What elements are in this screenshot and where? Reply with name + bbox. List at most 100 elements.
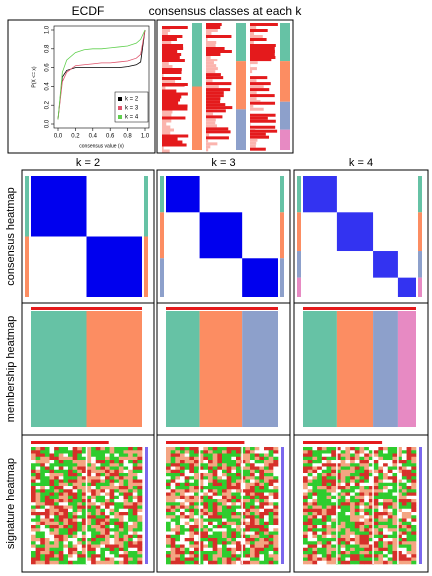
sig-cell: [40, 518, 46, 523]
sig-cell: [208, 482, 213, 487]
sig-cell: [40, 505, 46, 510]
sig-cell: [128, 482, 134, 487]
class-bar: [280, 176, 284, 213]
sig-cell: [307, 505, 313, 510]
sig-cell: [63, 505, 69, 510]
sig-cell: [91, 508, 97, 513]
sig-cell: [254, 499, 260, 503]
sig-cell: [100, 551, 106, 555]
sig-cell: [44, 469, 50, 474]
sig-cell: [321, 489, 327, 493]
sig-cell: [100, 544, 106, 549]
sig-cell: [189, 469, 195, 474]
sig-cell: [397, 479, 403, 484]
sig-cell: [31, 469, 36, 474]
sig-cell: [44, 476, 50, 480]
sig-cell: [401, 463, 407, 467]
sig-cell: [128, 515, 134, 519]
sig-cell: [317, 538, 323, 542]
sig-cell: [250, 551, 255, 555]
sig-cell: [81, 463, 87, 467]
sig-cell: [137, 534, 143, 539]
sig-cell: [254, 560, 260, 565]
sig-cell: [54, 557, 60, 562]
sig-cell: [72, 499, 78, 503]
sig-cell: [231, 482, 237, 487]
sig-cell: [123, 515, 129, 519]
sig-cell: [58, 508, 64, 513]
sig-cell: [123, 541, 129, 545]
sig-cell: [123, 547, 129, 552]
sig-cell: [54, 466, 60, 471]
sig-cell: [387, 560, 393, 565]
sig-cell: [368, 508, 374, 513]
sig-cell: [406, 476, 412, 480]
sig-cell: [321, 447, 327, 451]
sig-cell: [100, 489, 106, 493]
sig-cell: [345, 515, 351, 519]
sig-cell: [194, 469, 199, 474]
sig-cell: [203, 463, 209, 467]
sig-cell: [208, 489, 213, 493]
sig-cell: [312, 492, 318, 497]
sig-cell: [397, 541, 403, 545]
sig-cell: [91, 554, 97, 558]
sig-cell: [303, 505, 309, 510]
sig-cell: [105, 557, 110, 562]
sig-cell: [198, 534, 204, 539]
sig-cell: [81, 538, 87, 542]
sig-cell: [373, 521, 379, 526]
sig-cell: [411, 469, 417, 474]
sig-cell: [411, 453, 417, 458]
sig-cell: [203, 554, 209, 558]
sig-cell: [264, 515, 269, 519]
sig-cell: [63, 508, 69, 513]
sig-cell: [350, 499, 356, 503]
sig-cell: [411, 544, 417, 549]
sig-cell: [312, 541, 318, 545]
sig-cell: [397, 450, 403, 454]
sig-cell: [100, 469, 106, 474]
sig-cell: [222, 482, 227, 487]
sig-cell: [250, 560, 255, 565]
sig-cell: [264, 486, 269, 490]
sig-cell: [137, 502, 143, 506]
sig-cell: [180, 492, 185, 497]
sig-cell: [350, 476, 356, 480]
sig-cell: [184, 531, 190, 536]
sig-cell: [189, 534, 195, 539]
sig-cell: [54, 560, 60, 565]
sig-cell: [180, 486, 185, 490]
sig-cell: [359, 518, 365, 523]
sig-cell: [331, 544, 337, 549]
sig-cell: [335, 489, 341, 493]
sig-cell: [203, 528, 209, 532]
sig-cell: [184, 560, 190, 565]
sig-cell: [40, 495, 46, 500]
sig-cell: [350, 521, 356, 526]
sig-cell: [245, 463, 251, 467]
sig-cell: [317, 489, 323, 493]
sig-cell: [354, 463, 360, 467]
sig-cell: [401, 508, 407, 513]
sig-cell: [40, 460, 46, 464]
sig-cell: [303, 512, 309, 516]
sig-cell: [222, 547, 227, 552]
sig-cell: [378, 554, 384, 558]
sig-cell: [184, 453, 190, 458]
sig-cell: [236, 499, 241, 503]
sig-cell: [68, 450, 73, 454]
sig-cell: [180, 499, 185, 503]
sig-cell: [364, 538, 370, 542]
sig-cell: [72, 456, 78, 461]
sig-cell: [254, 502, 260, 506]
sig-cell: [401, 544, 407, 549]
sig-cell: [175, 489, 181, 493]
sig-cell: [392, 538, 398, 542]
sig-cell: [58, 460, 64, 464]
sig-cell: [222, 521, 227, 526]
sig-cell: [383, 557, 389, 562]
sig-cell: [331, 534, 337, 539]
sig-cell: [114, 525, 120, 529]
sig-cell: [364, 547, 370, 552]
